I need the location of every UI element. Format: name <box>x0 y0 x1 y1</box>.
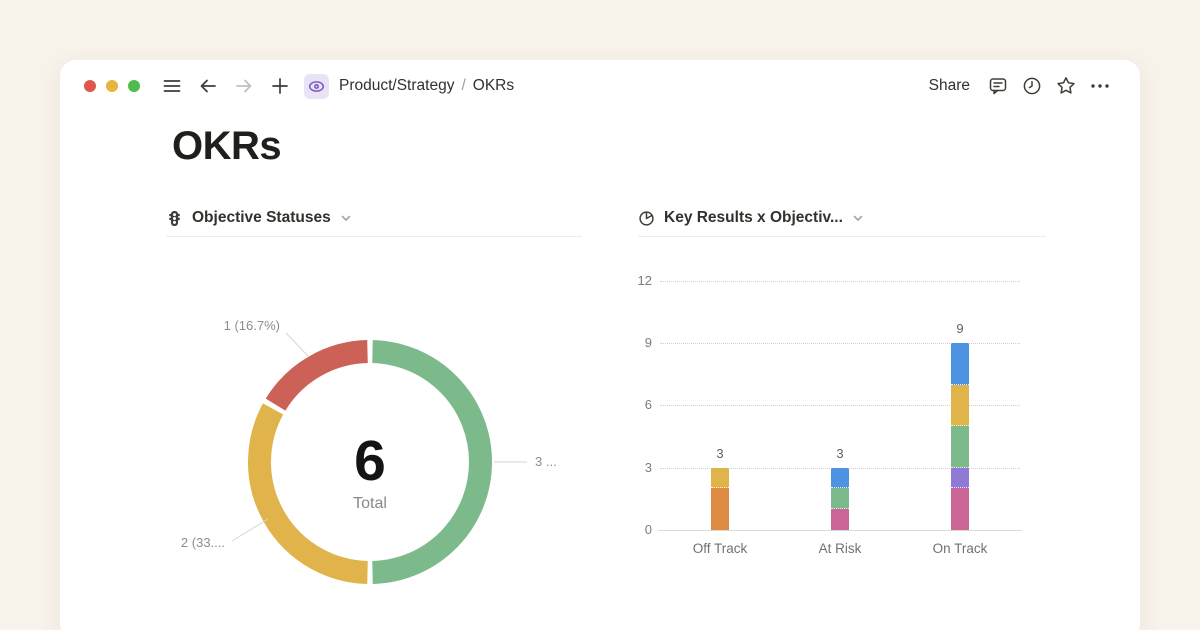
back-icon <box>200 79 216 93</box>
star-icon <box>1057 77 1075 94</box>
bar-segment[interactable] <box>951 384 969 427</box>
bar-segment[interactable] <box>951 426 969 468</box>
key-results-bar-chart[interactable]: 0 3 6 9 12 3 Off Track 3 At Risk 9 On Track <box>580 260 1080 570</box>
favorite-button[interactable] <box>1052 72 1080 100</box>
donut-segment-label: 2 (33.... <box>181 535 225 550</box>
donut-callout-line <box>231 518 269 542</box>
bar-segment[interactable] <box>711 467 729 489</box>
bar-segment[interactable] <box>951 467 969 489</box>
donut-segment[interactable] <box>372 340 493 584</box>
donut-segment-label: 3 ... <box>535 454 557 469</box>
window-titlebar: Product/Strategy / OKRs Share <box>60 60 1140 112</box>
y-axis-tick-label: 9 <box>644 335 652 350</box>
x-axis-category-label: Off Track <box>692 541 748 556</box>
window-controls <box>78 80 146 92</box>
breadcrumb-item-root[interactable]: Product/Strategy <box>339 77 455 94</box>
window-minimize-button[interactable] <box>106 80 118 92</box>
donut-callout-line <box>285 332 310 358</box>
donut-segment-label: 1 (16.7%) <box>224 318 280 333</box>
plus-icon <box>272 78 288 94</box>
chevron-down-icon <box>341 215 351 221</box>
chevron-down-icon <box>853 215 863 221</box>
donut-segment[interactable] <box>265 340 369 411</box>
y-axis-tick-label: 0 <box>644 522 652 537</box>
bar-total-label: 9 <box>956 321 964 336</box>
page-title: OKRs <box>172 124 282 168</box>
bar-segment[interactable] <box>711 488 729 530</box>
nav-controls <box>158 72 329 100</box>
comment-icon <box>989 78 1007 95</box>
share-button[interactable]: Share <box>921 73 978 99</box>
eye-icon <box>308 80 325 92</box>
breadcrumb-separator: / <box>461 77 466 94</box>
ellipsis-icon <box>1091 84 1109 88</box>
x-axis-category-label: At Risk <box>818 541 862 556</box>
bar-segment[interactable] <box>951 488 969 530</box>
left-chart-header[interactable]: Objective Statuses <box>166 200 582 237</box>
objective-statuses-donut-chart[interactable]: 6 Total 3 ... 2 (33.... 1 (16.7%) <box>150 300 590 600</box>
donut-total-label: Total <box>353 495 387 512</box>
clock-icon <box>1023 77 1041 95</box>
comments-button[interactable] <box>984 72 1012 100</box>
donut-total-value: 6 <box>354 429 386 493</box>
page-icon-badge[interactable] <box>304 73 329 99</box>
new-page-button[interactable] <box>266 72 294 100</box>
app-window: Product/Strategy / OKRs Share <box>60 60 1140 630</box>
bar-total-label: 3 <box>716 445 724 461</box>
forward-button[interactable] <box>230 72 258 100</box>
forward-icon <box>236 79 252 93</box>
window-zoom-button[interactable] <box>128 80 140 92</box>
bar-segment[interactable] <box>831 467 849 489</box>
back-button[interactable] <box>194 72 222 100</box>
traffic-light-icon <box>169 210 180 226</box>
bar-segment[interactable] <box>951 343 969 385</box>
pie-chart-icon <box>639 210 654 226</box>
left-chart-title: Objective Statuses <box>192 209 331 226</box>
hamburger-icon <box>163 80 181 92</box>
window-close-button[interactable] <box>84 80 96 92</box>
bar-segment[interactable] <box>831 488 849 510</box>
bar-total-label: 3 <box>836 445 844 461</box>
titlebar-actions: Share <box>921 72 1114 100</box>
bar-segment[interactable] <box>831 509 849 530</box>
x-axis-category-label: On Track <box>932 541 988 556</box>
y-axis-tick-label: 12 <box>637 272 652 288</box>
y-axis-tick-label: 3 <box>644 459 652 475</box>
sidebar-menu-button[interactable] <box>158 72 186 100</box>
donut-segment[interactable] <box>248 403 368 584</box>
y-axis-tick-label: 6 <box>644 397 652 413</box>
history-button[interactable] <box>1018 72 1046 100</box>
right-chart-header[interactable]: Key Results x Objectiv... <box>638 200 1046 237</box>
breadcrumb-item-current[interactable]: OKRs <box>472 77 515 94</box>
gridline <box>660 405 1020 407</box>
right-chart-title: Key Results x Objectiv... <box>664 209 843 226</box>
donut-chart-canvas: 6 Total 3 ... 2 (33.... 1 (16.7%) <box>181 318 557 584</box>
gridline <box>660 280 1020 282</box>
x-axis-line <box>658 530 1022 531</box>
gridline <box>660 343 1020 344</box>
more-options-button[interactable] <box>1086 72 1114 100</box>
breadcrumb: Product/Strategy / OKRs <box>339 77 514 95</box>
